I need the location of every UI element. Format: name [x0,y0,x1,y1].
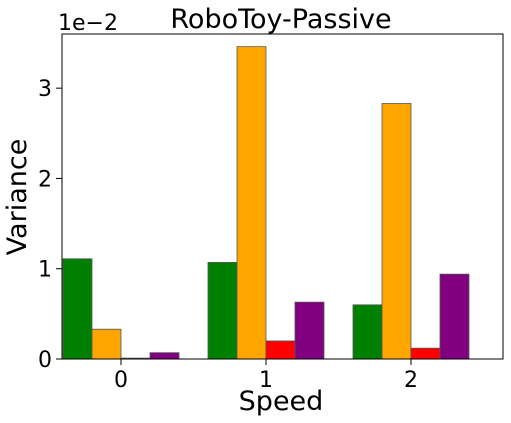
y-tick-label-2: 2 [38,167,52,192]
plot-frame [61,33,504,360]
bar-1-s3 [265,340,296,360]
bar-0-s4 [149,352,180,360]
y-axis-label: Variance [2,139,33,256]
chart-title: RoboToy-Passive [170,4,391,35]
bar-2-s3 [410,347,441,360]
bar-1-s2 [236,46,267,360]
y-tick-label-0: 0 [38,348,52,373]
y-ticks-group: 0 1 2 3 [38,77,62,373]
x-tick-label-2: 2 [404,368,418,393]
y-tick-label-1: 1 [38,258,52,283]
bar-1-s1 [207,262,238,360]
x-tick-label-1: 1 [259,368,273,393]
x-tick-label-0: 0 [114,368,128,393]
x-ticks-group: 0 1 2 [114,359,418,393]
bar-0-s1 [62,258,93,360]
y-offset-label: 1e−2 [58,11,118,36]
bar-0-s2 [91,328,122,360]
bar-2-s4 [439,273,470,360]
x-axis-label: Speed [239,386,324,417]
y-tick-label-3: 3 [38,77,52,102]
bar-2-s2 [381,103,412,360]
bars-group [62,46,470,360]
bar-2-s1 [352,304,383,360]
bar-1-s4 [294,301,325,360]
